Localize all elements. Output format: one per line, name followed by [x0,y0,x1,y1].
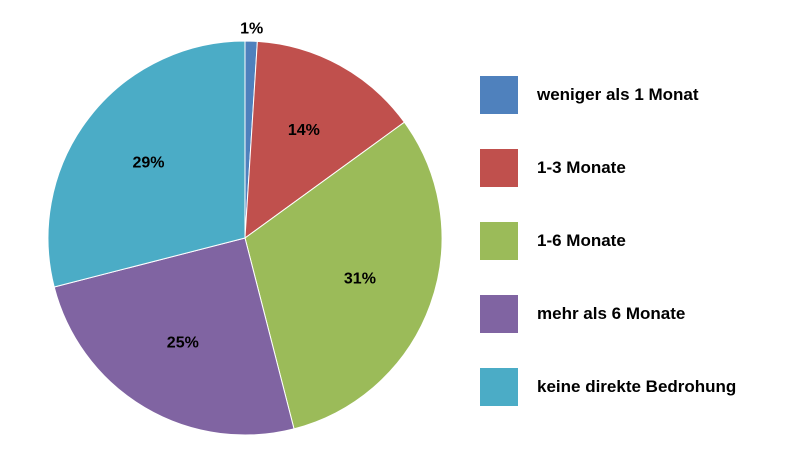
slice-percent-label: 31% [344,271,376,288]
slice-percent-label: 1% [240,21,263,38]
legend-swatch [480,149,518,187]
slice-percent-label: 29% [132,154,164,171]
legend-label: 1-3 Monate [537,158,626,177]
pie-slice-1-6-monate [244,121,443,430]
legend-label: keine direkte Bedrohung [537,377,737,396]
slice-percent-label: 14% [288,122,320,139]
legend-swatch [480,368,518,406]
legend-label: mehr als 6 Monate [537,304,686,323]
pie-slice-keine-direkte-bedrohung [47,40,246,288]
legend-swatch [480,76,518,114]
legend-item-mehr-als-6-monate: mehr als 6 Monate [480,294,790,334]
legend: weniger als 1 Monat 1-3 Monate 1-6 Monat… [480,75,790,440]
legend-swatch [480,222,518,260]
legend-label: 1-6 Monate [537,231,626,250]
legend-item-1-3-monate: 1-3 Monate [480,148,790,188]
pie-slice-mehr-als-6-monate [53,237,295,436]
legend-item-weniger-als-1-monat: weniger als 1 Monat [480,75,790,115]
slice-percent-label: 25% [167,334,199,351]
legend-label: weniger als 1 Monat [537,85,699,104]
legend-item-1-6-monate: 1-6 Monate [480,221,790,261]
pie-chart: 1% 14% 31% 25% 29% [47,21,443,436]
legend-item-keine-direkte-bedrohung: keine direkte Bedrohung [480,367,790,407]
pie-slice-1-3-monate [244,40,406,240]
legend-swatch [480,295,518,333]
